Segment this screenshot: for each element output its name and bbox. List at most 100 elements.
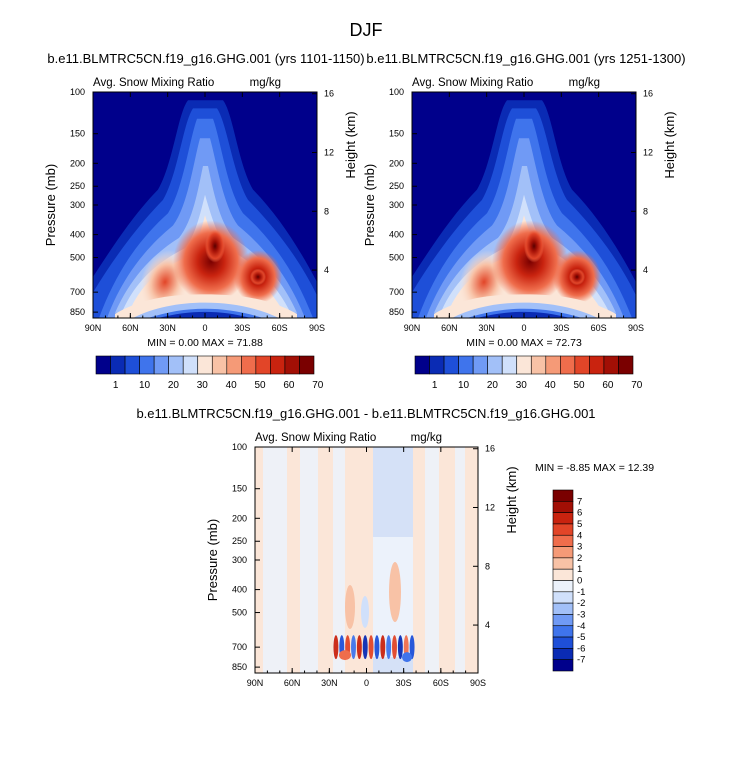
x-tick-label: 30N xyxy=(159,323,176,333)
colorbar-bin xyxy=(255,355,271,375)
y-axis-title: Pressure (mb) xyxy=(43,164,58,246)
colorbar-label: 5 xyxy=(577,519,582,530)
colorbar-bin xyxy=(552,489,574,502)
colorbar-label: 1 xyxy=(577,564,582,575)
colorbar-bin xyxy=(552,557,574,570)
height-tick-label: 16 xyxy=(324,89,334,99)
colorbar-label: -5 xyxy=(577,632,585,643)
colorbar-bin xyxy=(153,355,169,375)
colorbar-label: -1 xyxy=(577,587,585,598)
colorbar-bin xyxy=(414,355,430,375)
y-tick-label: 850 xyxy=(70,307,85,317)
colorbar-label: 50 xyxy=(254,380,266,391)
chart-panel-3: b.e11.BLMTRC5CN.f19_g16.GHG.001 - b.e11.… xyxy=(136,406,654,688)
x-tick-label: 30N xyxy=(478,323,495,333)
colorbar-label: 40 xyxy=(545,380,557,391)
colorbar-bin xyxy=(552,523,574,536)
colorbar-bin xyxy=(545,355,561,375)
y-tick-label: 700 xyxy=(70,287,85,297)
colorbar-bin xyxy=(472,355,488,375)
colorbar-bin xyxy=(530,355,547,375)
colorbar-label: 30 xyxy=(516,380,528,391)
colorbar-label: 4 xyxy=(577,530,582,541)
x-tick-label: 60N xyxy=(122,323,139,333)
colorbar-label: 7 xyxy=(577,496,582,507)
y-tick-label: 250 xyxy=(70,181,85,191)
y-tick-label: 250 xyxy=(389,181,404,191)
colorbar-label: 60 xyxy=(283,380,295,391)
colorbar-label: -3 xyxy=(577,609,585,620)
colorbar-bin xyxy=(429,355,445,375)
min-max-label: MIN = 0.00 MAX = 72.73 xyxy=(466,337,582,349)
page-title: DJF xyxy=(350,20,383,40)
height-tick-label: 8 xyxy=(485,561,490,571)
x-tick-label: 0 xyxy=(364,678,369,688)
y-tick-label: 850 xyxy=(232,662,247,672)
colorbar-label: 40 xyxy=(226,380,238,391)
colorbar-bin xyxy=(226,355,242,375)
x-tick-label: 90N xyxy=(85,323,102,333)
y-tick-label: 500 xyxy=(389,253,404,263)
y-axis-right-title: Height (km) xyxy=(504,466,519,533)
contour-field xyxy=(255,447,478,673)
colorbar-label: 20 xyxy=(168,380,180,391)
colorbar-bin xyxy=(168,355,184,375)
y-tick-label: 250 xyxy=(232,536,247,546)
colorbar-label: -2 xyxy=(577,598,585,609)
height-tick-label: 16 xyxy=(643,89,653,99)
variable-label: Avg. Snow Mixing Ratio xyxy=(255,432,376,444)
colorbar-bin xyxy=(110,355,126,375)
x-tick-label: 60S xyxy=(272,323,288,333)
chart-panel-1: b.e11.BLMTRC5CN.f19_g16.GHG.001 (yrs 110… xyxy=(43,51,365,391)
colorbar-label: 20 xyxy=(487,380,499,391)
y-tick-label: 100 xyxy=(232,442,247,452)
x-tick-label: 30S xyxy=(396,678,412,688)
height-tick-label: 12 xyxy=(324,148,334,158)
colorbar-label: 10 xyxy=(458,380,470,391)
colorbar-bin xyxy=(560,355,576,375)
x-tick-label: 60S xyxy=(433,678,449,688)
colorbar-bin xyxy=(552,602,574,615)
y-tick-label: 300 xyxy=(389,200,404,210)
colorbar-bin xyxy=(211,355,228,375)
colorbar-bin xyxy=(574,355,590,375)
colorbar-bin xyxy=(552,648,574,660)
variable-label: Avg. Snow Mixing Ratio xyxy=(93,77,214,89)
colorbar-label: -6 xyxy=(577,643,585,654)
colorbar-label: -4 xyxy=(577,621,585,632)
x-tick-label: 30S xyxy=(234,323,250,333)
colorbar-label: 10 xyxy=(139,380,151,391)
x-tick-label: 0 xyxy=(521,323,526,333)
height-tick-label: 16 xyxy=(485,444,495,454)
colorbar-label: 3 xyxy=(577,542,582,553)
colorbar-bin xyxy=(618,355,634,375)
colorbar-bin xyxy=(552,546,574,559)
y-tick-label: 400 xyxy=(70,230,85,240)
colorbar-bin xyxy=(552,501,574,513)
y-tick-label: 850 xyxy=(389,307,404,317)
x-tick-label: 60N xyxy=(441,323,458,333)
y-axis-right-title: Height (km) xyxy=(662,111,677,178)
colorbar-bin xyxy=(458,355,474,375)
colorbar-label: 60 xyxy=(602,380,614,391)
y-tick-label: 200 xyxy=(389,158,404,168)
height-tick-label: 8 xyxy=(643,206,648,216)
colorbar-label: 0 xyxy=(577,576,582,587)
colorbar-bin xyxy=(552,512,574,525)
colorbar-bin xyxy=(501,355,518,375)
y-tick-label: 150 xyxy=(232,484,247,494)
colorbar-bin xyxy=(603,355,619,375)
x-tick-label: 90N xyxy=(404,323,421,333)
colorbar-bin xyxy=(124,355,140,375)
colorbar-bin xyxy=(589,355,605,375)
colorbar-label: 50 xyxy=(573,380,585,391)
units-label: mg/kg xyxy=(569,77,600,89)
colorbar-bin xyxy=(552,659,574,672)
height-tick-label: 12 xyxy=(485,503,495,513)
chart-title: b.e11.BLMTRC5CN.f19_g16.GHG.001 (yrs 125… xyxy=(366,51,685,66)
y-tick-label: 300 xyxy=(232,555,247,565)
x-tick-label: 90S xyxy=(309,323,325,333)
y-tick-label: 500 xyxy=(232,608,247,618)
colorbar-bin xyxy=(552,636,574,649)
